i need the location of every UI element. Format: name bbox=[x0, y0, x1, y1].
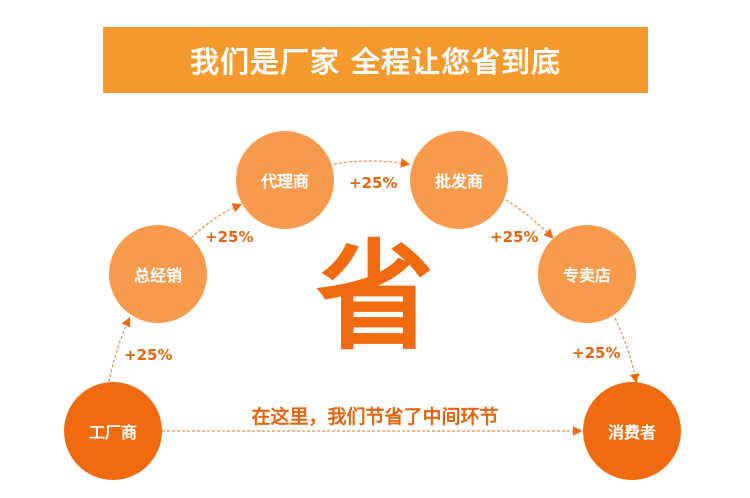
node-label: 代理商 bbox=[260, 172, 309, 191]
markup-label: +25% bbox=[205, 228, 254, 246]
node-label: 总经销 bbox=[133, 266, 182, 285]
markup-label: +25% bbox=[572, 344, 621, 362]
arrow-distributor-to-agent bbox=[190, 203, 243, 239]
markup-label: +25% bbox=[490, 228, 539, 246]
node-factory: 工厂商 bbox=[64, 382, 162, 480]
save-character: 省 bbox=[315, 228, 434, 366]
node-label: 批发商 bbox=[434, 172, 483, 191]
markup-label: +25% bbox=[124, 346, 173, 364]
node-label: 专卖店 bbox=[562, 266, 611, 285]
title-banner: 我们是厂家 全程让您省到底 bbox=[103, 27, 648, 93]
node-agent: 代理商 bbox=[236, 131, 334, 229]
caption: 在这里，我们节省了中间环节 bbox=[251, 406, 499, 428]
arrow-store-to-consumer bbox=[614, 317, 640, 384]
arrow-agent-to-wholesaler bbox=[333, 158, 411, 168]
node-general-distributor: 总经销 bbox=[109, 225, 207, 323]
markup-label: +25% bbox=[349, 174, 398, 192]
node-store: 专卖店 bbox=[538, 225, 636, 323]
banner-title: 我们是厂家 全程让您省到底 bbox=[189, 45, 562, 79]
node-consumer: 消费者 bbox=[583, 382, 681, 480]
node-label: 消费者 bbox=[607, 423, 656, 442]
node-label: 工厂商 bbox=[88, 423, 137, 442]
arrow-factory-to-distributor bbox=[108, 316, 131, 383]
node-wholesaler: 批发商 bbox=[410, 131, 508, 229]
